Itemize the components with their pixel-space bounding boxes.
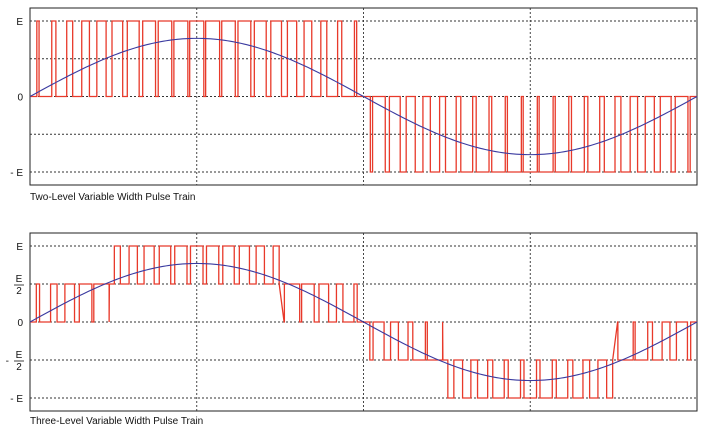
three-level-y-tick-label: 0 <box>17 318 23 329</box>
two-level-y-tick-label: - E <box>10 168 23 179</box>
two-level-y-tick-label: E <box>16 17 23 28</box>
two-level-chart: E 0 - E Two-Level Variable Width Pulse Tra… <box>10 7 698 203</box>
two-level-sine-series <box>29 37 698 156</box>
three-level-y-tick-denominator: 2 <box>16 362 22 373</box>
three-level-y-tick-numerator: E <box>16 274 23 285</box>
three-level-y-tick-label: E <box>16 242 23 253</box>
three-level-y-tick-denominator: 2 <box>16 286 22 297</box>
two-level-y-ticks: E 0 - E <box>10 17 23 179</box>
three-level-y-tick-label: - E <box>10 394 23 405</box>
three-level-y-tick-sign: - <box>6 356 9 367</box>
three-level-sine-series <box>29 262 698 382</box>
two-level-chart-title: Two-Level Variable Width Pulse Train <box>30 192 195 203</box>
three-level-y-tick-numerator: E <box>16 350 23 361</box>
two-level-y-tick-label: 0 <box>17 93 23 104</box>
three-level-chart-title: Three-Level Variable Width Pulse Train <box>30 416 203 427</box>
